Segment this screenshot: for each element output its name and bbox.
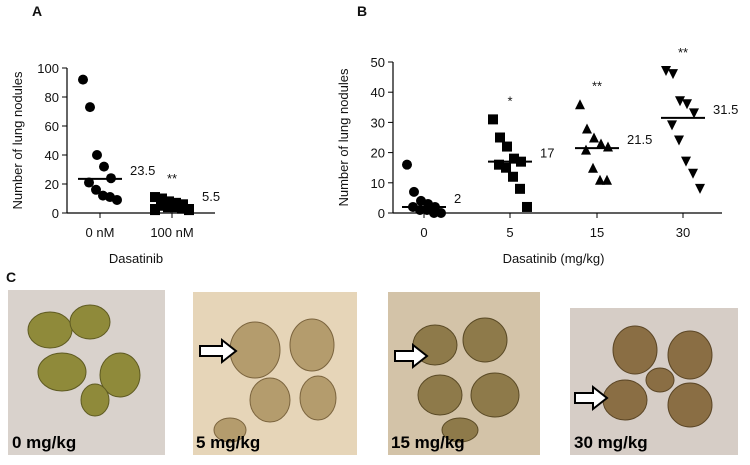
data-point xyxy=(682,99,692,110)
data-point xyxy=(588,162,598,173)
y-tick-label: 20 xyxy=(45,177,59,192)
median-label: 23.5 xyxy=(130,163,155,178)
data-point xyxy=(163,202,173,213)
data-point xyxy=(184,205,194,216)
y-tick-label: 0 xyxy=(52,206,59,221)
significance: * xyxy=(507,93,512,108)
lung-tissue xyxy=(27,304,141,417)
y-tick-label: 30 xyxy=(371,115,385,130)
data-point xyxy=(92,150,102,160)
data-point xyxy=(494,159,504,170)
data-point xyxy=(164,196,174,207)
panel-label: C xyxy=(6,269,16,285)
data-point xyxy=(409,186,419,197)
x-tick-label: 15 xyxy=(590,225,604,240)
data-point xyxy=(602,174,612,185)
photo-panel xyxy=(8,290,738,455)
x-axis-title: Dasatinib xyxy=(109,251,163,266)
data-point xyxy=(667,120,677,131)
median-label: 2 xyxy=(454,191,461,206)
x-axis-title: Dasatinib (mg/kg) xyxy=(503,251,605,266)
data-point xyxy=(661,66,671,77)
data-point xyxy=(91,184,101,195)
arrow xyxy=(394,342,429,370)
median-label: 5.5 xyxy=(202,189,220,204)
x-tick-label: 0 xyxy=(420,225,427,240)
x-tick-label: 30 xyxy=(676,225,690,240)
data-point xyxy=(675,96,685,107)
data-point xyxy=(688,168,698,179)
significance: ** xyxy=(678,45,688,60)
photo-label: 30 mg/kg xyxy=(574,433,648,452)
y-tick-label: 40 xyxy=(371,85,385,100)
data-point xyxy=(689,108,699,119)
y-tick-label: 10 xyxy=(371,176,385,191)
significance: ** xyxy=(592,78,602,93)
y-tick-label: 0 xyxy=(378,206,385,221)
lung-tissue xyxy=(412,317,520,443)
data-point xyxy=(695,183,705,194)
x-tick-label: 0 nM xyxy=(86,225,115,240)
data-point xyxy=(150,205,160,216)
data-point xyxy=(575,99,585,110)
data-point xyxy=(488,114,498,125)
data-point xyxy=(177,203,187,214)
data-point xyxy=(522,201,532,212)
y-tick-label: 60 xyxy=(45,119,59,134)
data-point xyxy=(502,141,512,152)
data-point xyxy=(581,144,591,155)
photo-label: 5 mg/kg xyxy=(196,433,260,452)
data-point xyxy=(78,74,88,85)
data-point xyxy=(84,177,94,188)
x-tick-label: 5 xyxy=(506,225,513,240)
panel-label: A xyxy=(32,3,42,19)
median-label: 21.5 xyxy=(627,132,652,147)
data-point xyxy=(509,153,519,164)
y-tick-label: 20 xyxy=(371,146,385,161)
data-point xyxy=(112,194,122,205)
significance: ** xyxy=(167,171,177,186)
data-point xyxy=(436,208,446,218)
data-point xyxy=(681,156,691,167)
data-point xyxy=(668,69,678,80)
data-point xyxy=(85,102,95,113)
data-point xyxy=(150,192,160,203)
data-point xyxy=(595,174,605,185)
data-point xyxy=(157,193,167,204)
data-point xyxy=(596,138,606,149)
data-point xyxy=(508,171,518,182)
data-point xyxy=(674,135,684,146)
data-point xyxy=(99,161,109,172)
median-label: 31.5 xyxy=(713,102,738,117)
data-point xyxy=(582,123,592,134)
median-label: 17 xyxy=(540,146,554,161)
y-axis-title: Number of lung nodules xyxy=(336,68,351,207)
data-point xyxy=(515,183,525,194)
data-point xyxy=(170,202,180,213)
y-tick-label: 40 xyxy=(45,148,59,163)
data-point xyxy=(495,132,505,143)
y-tick-label: 80 xyxy=(45,90,59,105)
y-tick-label: 50 xyxy=(371,55,385,70)
photo-label: 15 mg/kg xyxy=(391,433,465,452)
data-point xyxy=(402,159,412,170)
photo-label: 0 mg/kg xyxy=(12,433,76,452)
y-tick-label: 100 xyxy=(37,61,59,76)
lung-tissue xyxy=(602,325,713,428)
data-point xyxy=(589,132,599,143)
data-point xyxy=(429,208,439,218)
x-tick-label: 100 nM xyxy=(150,225,193,240)
data-point xyxy=(501,162,511,173)
panel-label: B xyxy=(357,3,367,19)
arrow xyxy=(199,337,238,365)
y-axis-title: Number of lung nodules xyxy=(10,71,25,210)
arrow xyxy=(574,384,609,412)
